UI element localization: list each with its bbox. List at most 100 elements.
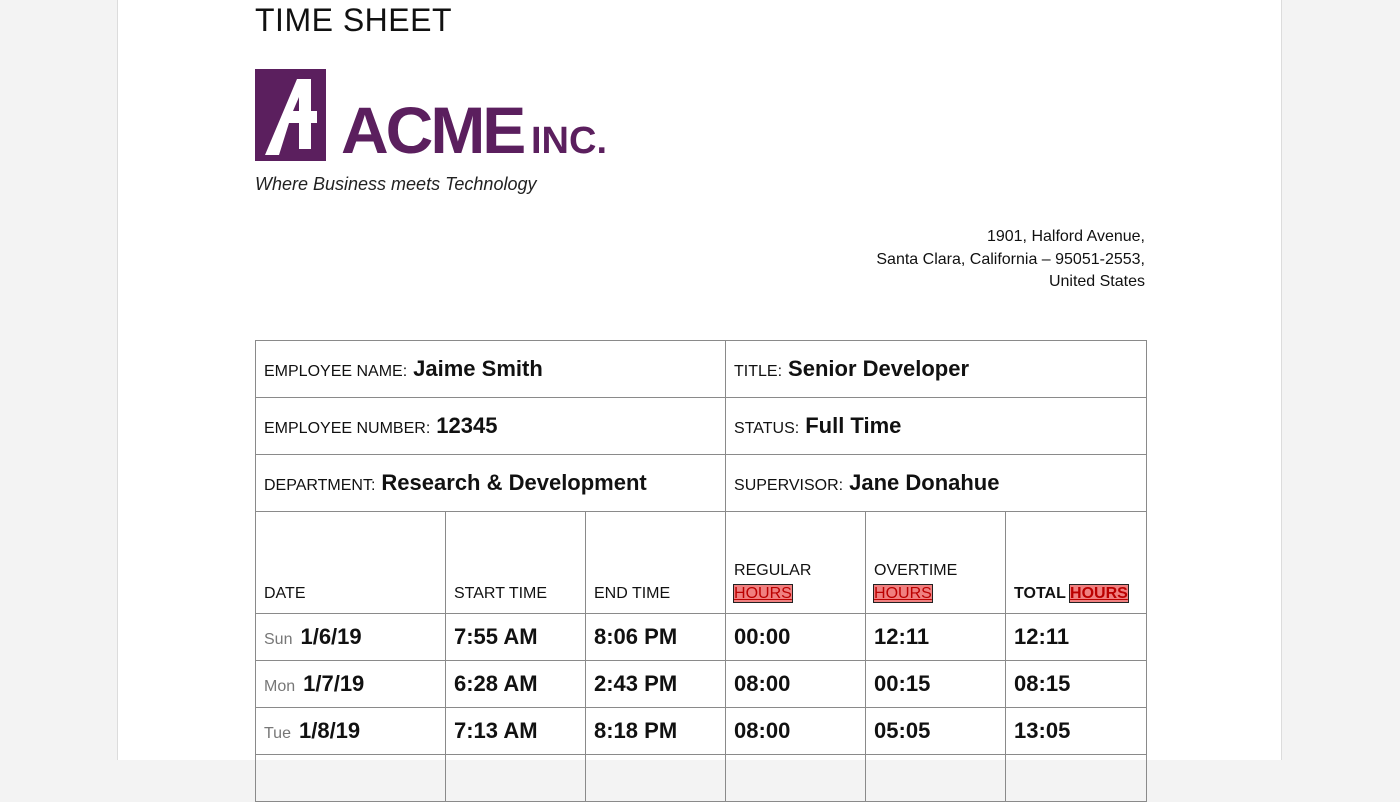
- header-label: TOTAL: [1014, 585, 1066, 602]
- time-value: 05:05: [874, 718, 931, 743]
- time-cell: 8:06 PM: [584, 613, 727, 661]
- header-cell: END TIME: [584, 511, 727, 614]
- weekday: Mon: [264, 678, 296, 695]
- header-label: DATE: [264, 585, 306, 602]
- timesheet-table: EMPLOYEE NAME: Jaime Smith TITLE: Senior De…: [254, 340, 1148, 802]
- time-cell: 00:00: [725, 613, 867, 661]
- time-value: 8:18 PM: [594, 718, 678, 743]
- time-value: 7:55 AM: [454, 624, 538, 649]
- info-row: DEPARTMENT: Research & Development SUPERVI…: [254, 454, 1148, 512]
- logo-letter: [265, 79, 317, 155]
- header-highlight: HOURS: [733, 584, 793, 603]
- info-cell: EMPLOYEE NUMBER: 12345: [254, 397, 727, 455]
- time-cell: 7:55 AM: [445, 613, 586, 661]
- logo-suffix: INC.: [531, 120, 607, 161]
- table-body: EMPLOYEE NAME: Jaime Smith TITLE: Senior De…: [254, 340, 1148, 802]
- time-value: 13:05: [1014, 718, 1071, 743]
- info-cell: DEPARTMENT: Research & Development: [254, 454, 727, 512]
- weekday: Sun: [264, 631, 293, 648]
- info-value: Jaime Smith: [413, 356, 543, 381]
- logo: ACME INC.: [255, 69, 607, 161]
- empty-cell: [725, 754, 867, 802]
- time-value: 12:11: [1014, 624, 1070, 649]
- info-value: Jane Donahue: [849, 470, 1000, 495]
- data-row: [255, 754, 1148, 802]
- info-label: TITLE:: [734, 363, 783, 380]
- time-cell: 00:15: [865, 660, 1007, 708]
- header-row: DATE START TIME END TIME REGULAR HOURS OVERTI…: [255, 511, 1148, 614]
- empty-cell: [445, 754, 586, 802]
- info-label: EMPLOYEE NAME:: [264, 363, 408, 380]
- info-label: STATUS:: [734, 420, 800, 437]
- time-cell: 8:18 PM: [584, 707, 727, 755]
- time-value: 2:43 PM: [594, 671, 678, 696]
- info-value: 12345: [436, 413, 498, 438]
- info-cell: STATUS: Full Time: [725, 397, 1148, 455]
- time-value: 08:00: [734, 718, 791, 743]
- time-cell: 12:11: [1005, 613, 1148, 661]
- address: 1901, Halford Avenue, Santa Clara, Calif…: [876, 226, 1145, 294]
- info-label: SUPERVISOR:: [734, 477, 844, 494]
- info-value: Research & Development: [381, 470, 647, 495]
- header-cell: TOTAL HOURS: [1005, 511, 1148, 614]
- empty-cell: [255, 754, 446, 802]
- time-value: 00:15: [874, 671, 931, 696]
- info-value: Senior Developer: [788, 356, 969, 381]
- page: TIME SHEET ACME INC. Where Business meet…: [117, 0, 1282, 802]
- header-label: OVERTIME: [874, 562, 958, 579]
- header-cell: DATE: [255, 511, 446, 614]
- time-cell: 08:00: [725, 707, 867, 755]
- header-label: END TIME: [594, 585, 671, 602]
- time-cell: 2:43 PM: [584, 660, 727, 708]
- info-row: EMPLOYEE NAME: Jaime Smith TITLE: Senior De…: [254, 340, 1148, 398]
- date: 1/8/19: [298, 718, 361, 743]
- info-cell: SUPERVISOR: Jane Donahue: [725, 454, 1148, 512]
- address-line: United States: [1048, 273, 1145, 290]
- info-row: EMPLOYEE NUMBER: 12345 STATUS: Full Time: [254, 397, 1148, 455]
- time-cell: 05:05: [865, 707, 1007, 755]
- time-cell: 6:28 AM: [445, 660, 586, 708]
- time-value: 12:11: [874, 624, 930, 649]
- logo-letter-hole: [293, 97, 299, 111]
- time-value: 00:00: [734, 624, 791, 649]
- info-cell: TITLE: Senior Developer: [725, 340, 1148, 398]
- weekday: Tue: [264, 725, 291, 742]
- header-label: REGULAR: [734, 562, 812, 579]
- data-row: Sun 1/6/19 7:55 AM 8:06 PM 00:00 12:11 12:11: [255, 613, 1148, 661]
- title: TIME SHEET: [255, 2, 453, 38]
- empty-cell: [1005, 754, 1148, 802]
- logo-name: ACME: [341, 93, 524, 161]
- info-label: DEPARTMENT:: [264, 477, 376, 494]
- time-value: 08:15: [1014, 671, 1071, 696]
- address-line: 1901, Halford Avenue,: [986, 228, 1145, 245]
- time-cell: 08:15: [1005, 660, 1148, 708]
- header-highlight: HOURS: [1069, 584, 1129, 603]
- time-value: 6:28 AM: [454, 671, 538, 696]
- time-cell: 12:11: [865, 613, 1007, 661]
- info-cell: EMPLOYEE NAME: Jaime Smith: [254, 340, 727, 398]
- header-cell: OVERTIME HOURS: [865, 511, 1007, 614]
- header-label: START TIME: [454, 585, 548, 602]
- header-cell: START TIME: [445, 511, 586, 614]
- time-cell: 13:05: [1005, 707, 1148, 755]
- empty-cell: [584, 754, 727, 802]
- time-value: 7:13 AM: [454, 718, 538, 743]
- info-label: EMPLOYEE NUMBER:: [264, 420, 431, 437]
- time-value: 8:06 PM: [594, 624, 678, 649]
- date-cell: Sun 1/6/19: [255, 613, 446, 661]
- date: 1/6/19: [300, 624, 362, 649]
- time-value: 08:00: [734, 671, 791, 696]
- info-value: Full Time: [805, 413, 902, 438]
- date-cell: Mon 1/7/19: [255, 660, 446, 708]
- address-line: Santa Clara, California – 95051-2553,: [876, 250, 1145, 268]
- time-cell: 08:00: [725, 660, 867, 708]
- header-cell: REGULAR HOURS: [725, 511, 867, 614]
- data-row: Tue 1/8/19 7:13 AM 8:18 PM 08:00 05:05 13:05: [255, 707, 1148, 755]
- empty-cell: [865, 754, 1007, 802]
- date-cell: Tue 1/8/19: [255, 707, 446, 755]
- time-cell: 7:13 AM: [445, 707, 586, 755]
- data-row: Mon 1/7/19 6:28 AM 2:43 PM 08:00 00:15 08:15: [255, 660, 1148, 708]
- header-highlight: HOURS: [873, 584, 933, 603]
- tagline: Where Business meets Technology: [255, 174, 537, 194]
- date: 1/7/19: [303, 671, 365, 696]
